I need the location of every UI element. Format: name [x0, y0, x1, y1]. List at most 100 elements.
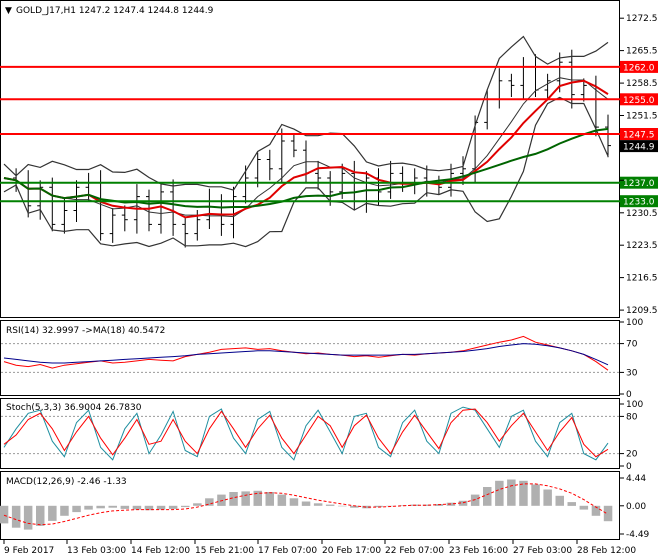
x-tick-label: 20 Feb 17:00	[322, 546, 381, 556]
x-tick-label: 28 Feb 12:00	[577, 546, 636, 556]
bollinger-middle-band	[3, 77, 609, 218]
macd-histogram-bar	[265, 492, 274, 506]
macd-y-tick-label: -4.49	[626, 530, 650, 540]
stochastic-y-tick-label: 80	[626, 412, 638, 422]
price-series-layer	[3, 35, 611, 248]
stochastic-y-tick-label: 100	[626, 400, 643, 410]
macd-histogram-bar	[603, 505, 613, 522]
macd-histogram-bar	[229, 492, 238, 506]
macd-histogram-bar	[350, 505, 359, 508]
x-tick-label: 9 Feb 2017	[4, 546, 54, 556]
ma-slow-line	[3, 127, 609, 209]
macd-histogram-bar	[48, 505, 57, 521]
macd-histogram-bar	[591, 505, 601, 516]
dropdown-triangle-icon[interactable]: ▼	[5, 6, 12, 16]
x-tick-label: 14 Feb 12:00	[131, 546, 190, 556]
price-y-tick-label: 1251.5	[626, 112, 658, 122]
macd-signal-line	[3, 483, 609, 526]
macd-histogram-bar	[253, 490, 262, 506]
macd-histogram-bar	[241, 491, 250, 506]
macd-y-tick-label: 0.00	[626, 502, 646, 512]
macd-histogram-bar	[289, 498, 299, 506]
stoch-panel[interactable]	[0, 398, 620, 469]
macd-histogram-bar	[313, 503, 323, 506]
level-label-1247.5: 1247.5	[623, 131, 655, 141]
x-tick-label: 17 Feb 07:00	[258, 546, 317, 556]
macd-histogram-bar	[567, 502, 576, 506]
rsi-title: RSI(14) 32.9997 ->MA(18) 40.5472	[6, 326, 165, 336]
rsi-line	[3, 335, 609, 371]
stoch-k-line	[3, 406, 609, 461]
rsi-y-tick-label: 30	[626, 368, 638, 378]
macd-histogram-bar	[0, 505, 9, 524]
macd-histogram-bar	[325, 504, 335, 506]
x-tick-label: 13 Feb 03:00	[67, 546, 126, 556]
stochastic-y-tick-label: 20	[626, 450, 638, 460]
level-label-bg-1262.0	[620, 60, 658, 73]
macd-histogram-bar	[96, 505, 105, 509]
macd-histogram-bar	[458, 500, 468, 506]
price-y-tick-label: 1216.5	[626, 274, 658, 284]
macd-histogram-bar	[483, 487, 492, 506]
price-y-tick-label: 1209.5	[626, 306, 658, 316]
level-label-1262.0: 1262.0	[623, 63, 655, 73]
macd-histogram-bar	[555, 495, 564, 506]
macd-histogram-bar	[36, 505, 45, 526]
macd-histogram-bar	[108, 505, 117, 508]
macd-histogram-bar	[543, 489, 552, 506]
level-label-1233.0: 1233.0	[623, 198, 655, 208]
rsi-y-tick-label: 100	[626, 318, 643, 328]
price-y-tick-label: 1230.5	[626, 209, 658, 219]
macd-histogram-bar	[205, 498, 214, 506]
price-y-tick-label: 1258.5	[626, 79, 658, 89]
macd-histogram-bar	[23, 505, 33, 530]
macd-histogram-bar	[579, 505, 589, 510]
macd-histogram-bar	[507, 479, 516, 506]
chart-title: GOLD_J17,H1 1247.2 1247.4 1244.8 1244.9	[16, 6, 214, 16]
macd-histogram-bar	[277, 494, 287, 506]
macd-histogram-bar	[60, 505, 69, 516]
macd-histogram-bar	[531, 484, 540, 506]
x-tick-label: 23 Feb 16:00	[449, 546, 508, 556]
stoch-d-line	[3, 408, 609, 458]
level-label-bg-1247.5	[620, 128, 658, 140]
price-y-tick-label: 1272.5	[626, 14, 658, 24]
macd-histogram-bar	[422, 504, 432, 506]
macd-histogram-bar	[495, 480, 504, 506]
macd-histogram-bar	[72, 505, 81, 513]
price-y-tick-label: 1265.5	[626, 47, 658, 57]
stochastic-y-tick-label: 0	[626, 462, 632, 472]
macd-title: MACD(12,26,9) -2.46 -1.33	[6, 477, 127, 487]
macd-histogram-bar	[168, 505, 178, 509]
level-label-bg-1233.0	[620, 195, 658, 208]
rsi-panel[interactable]	[0, 320, 620, 396]
macd-y-tick-label: 4.44	[626, 474, 646, 484]
macd-histogram-bar	[132, 505, 142, 510]
rsi-y-tick-label: 70	[626, 340, 638, 350]
macd-histogram-bar	[156, 505, 166, 510]
bollinger-lower-band	[3, 96, 609, 248]
macd-histogram-bar	[398, 505, 407, 506]
macd-histogram-bar	[84, 505, 93, 510]
x-tick-label: 22 Feb 07:00	[385, 546, 444, 556]
macd-histogram-bar	[120, 505, 130, 509]
bollinger-upper-band	[3, 35, 609, 191]
rsi-y-tick-label: 0	[626, 390, 632, 400]
price-y-tick-label: 1223.5	[626, 241, 658, 251]
level-label-bg-1255.0	[620, 93, 658, 106]
macd-histogram-bar	[11, 505, 21, 528]
stoch-title: Stoch(5,3,3) 36.9004 26.7830	[6, 403, 142, 413]
macd-histogram-bar	[144, 505, 154, 511]
macd-histogram-bar	[470, 494, 480, 506]
level-label-1237.0: 1237.0	[623, 179, 655, 189]
macd-histogram-bar	[181, 505, 190, 508]
rsi-series-layer	[1, 335, 619, 373]
current-price-label: 1244.9	[623, 143, 655, 153]
ma-fast-line	[3, 79, 609, 219]
macd-histogram-bar	[301, 501, 311, 506]
macd-histogram-bar	[374, 505, 383, 508]
macd-series-layer	[0, 479, 613, 530]
level-label-bg-1237.0	[620, 176, 658, 189]
stoch-series-layer	[1, 406, 619, 461]
